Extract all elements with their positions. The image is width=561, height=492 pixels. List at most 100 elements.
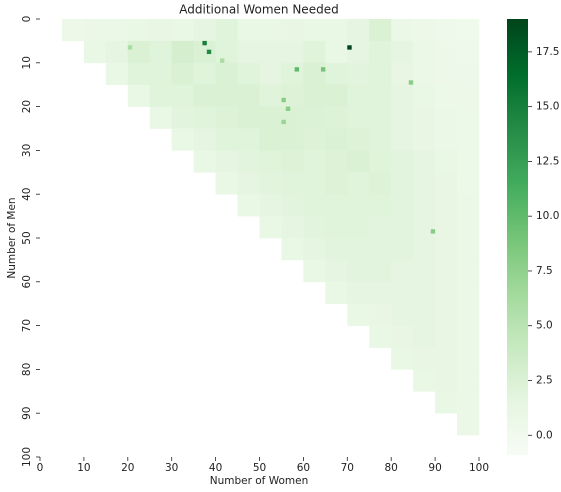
heat-cell bbox=[457, 84, 480, 107]
heat-cell bbox=[193, 150, 216, 173]
heat-cell bbox=[369, 281, 392, 304]
colorbar bbox=[507, 19, 528, 455]
heat-cell-highlight bbox=[202, 40, 207, 46]
heat-cell bbox=[149, 106, 172, 129]
heat-cell bbox=[391, 172, 414, 195]
heat-cell bbox=[457, 325, 480, 348]
heat-cell-highlight bbox=[281, 119, 286, 125]
heat-cell bbox=[325, 19, 348, 42]
heat-cell bbox=[303, 172, 326, 195]
heat-cell bbox=[435, 238, 458, 261]
heat-cell bbox=[457, 150, 480, 173]
heat-cell bbox=[391, 216, 414, 239]
heat-cell bbox=[413, 216, 436, 239]
heat-cell bbox=[457, 62, 480, 85]
heat-cell bbox=[61, 19, 85, 42]
heat-cell bbox=[325, 194, 348, 217]
heat-cell bbox=[413, 62, 436, 85]
heat-cell bbox=[259, 128, 282, 151]
heat-cell bbox=[391, 325, 414, 348]
heat-cell bbox=[281, 238, 304, 261]
heat-cell bbox=[413, 238, 436, 261]
heat-cell bbox=[457, 369, 480, 392]
heat-cell bbox=[215, 40, 238, 64]
heat-cell bbox=[413, 150, 436, 173]
heat-cell bbox=[347, 128, 370, 151]
heat-cell bbox=[369, 172, 392, 195]
heat-cell bbox=[369, 216, 392, 239]
heat-cell-highlight bbox=[285, 106, 291, 111]
heat-cell bbox=[105, 40, 129, 64]
heat-cell bbox=[413, 172, 436, 195]
heat-cell bbox=[391, 128, 414, 151]
heat-cell bbox=[457, 216, 480, 239]
heat-cell bbox=[369, 84, 392, 107]
heat-cell bbox=[215, 84, 238, 107]
heat-cell bbox=[435, 106, 458, 129]
heat-cell bbox=[347, 40, 370, 64]
colorbar-tick-label: 5.0 bbox=[536, 320, 553, 332]
heat-cell bbox=[369, 128, 392, 151]
heat-cell bbox=[413, 106, 436, 129]
heat-cell-highlight bbox=[294, 67, 300, 72]
colorbar-tick-label: 15.0 bbox=[536, 101, 559, 113]
heat-cell bbox=[325, 216, 348, 239]
heat-cell bbox=[391, 84, 414, 107]
y-tick-label: 90 bbox=[21, 407, 33, 420]
heat-cell bbox=[325, 172, 348, 195]
x-tick-label: 70 bbox=[341, 462, 354, 474]
heat-cell bbox=[347, 259, 370, 283]
heat-cell bbox=[435, 325, 458, 348]
heat-cell bbox=[347, 150, 370, 173]
heat-cell bbox=[105, 19, 129, 42]
heat-cell bbox=[83, 19, 107, 42]
heat-cell bbox=[325, 238, 348, 261]
heat-cell bbox=[325, 106, 348, 129]
heat-cell bbox=[171, 62, 194, 85]
x-tick-label: 100 bbox=[469, 462, 489, 474]
heat-cell bbox=[171, 40, 194, 64]
heat-cell bbox=[325, 40, 348, 64]
heat-cell bbox=[369, 303, 392, 326]
heat-cell bbox=[325, 62, 348, 85]
y-tick-label: 0 bbox=[21, 16, 33, 23]
heat-cell bbox=[435, 40, 458, 64]
heat-cell-highlight bbox=[408, 80, 414, 85]
heat-cell bbox=[457, 238, 480, 261]
heat-cell bbox=[435, 128, 458, 151]
heat-cell bbox=[193, 84, 216, 107]
heat-cell bbox=[391, 238, 414, 261]
x-tick-label: 40 bbox=[209, 462, 222, 474]
heat-cell bbox=[369, 194, 392, 217]
heat-cell bbox=[369, 238, 392, 261]
heat-cell bbox=[369, 40, 392, 64]
heat-cell bbox=[171, 84, 194, 107]
colorbar-tick-label: 12.5 bbox=[536, 155, 559, 167]
heat-cell bbox=[435, 172, 458, 195]
heat-cell bbox=[193, 128, 216, 151]
heat-cell bbox=[413, 281, 436, 304]
heat-cell bbox=[413, 325, 436, 348]
heat-cell bbox=[435, 391, 458, 414]
heat-cell bbox=[127, 62, 151, 85]
x-tick-label: 50 bbox=[253, 462, 266, 474]
heat-cell bbox=[435, 84, 458, 107]
heat-cell bbox=[303, 259, 326, 283]
heat-cell bbox=[303, 238, 326, 261]
heat-cell bbox=[193, 40, 216, 64]
heat-cell bbox=[413, 194, 436, 217]
heat-cell bbox=[391, 259, 414, 283]
heat-cell bbox=[457, 194, 480, 217]
heat-cell bbox=[435, 347, 458, 370]
x-tick-label: 10 bbox=[77, 462, 90, 474]
heat-cell bbox=[435, 19, 458, 42]
heat-cell bbox=[413, 84, 436, 107]
heat-cell bbox=[347, 194, 370, 217]
heat-cell bbox=[391, 281, 414, 304]
heat-cell bbox=[105, 62, 129, 85]
heat-cell bbox=[303, 106, 326, 129]
heat-cell bbox=[457, 19, 480, 42]
heat-cell bbox=[347, 106, 370, 129]
colorbar-tick-label: 10.0 bbox=[536, 210, 559, 222]
